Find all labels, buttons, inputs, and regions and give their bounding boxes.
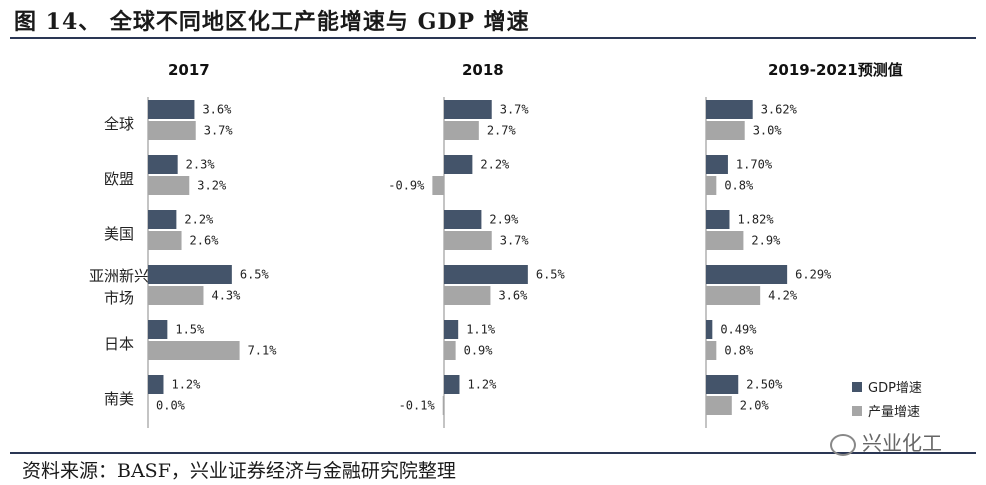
data-label: 2.2% [480, 158, 510, 172]
category-label: 欧盟 [104, 170, 134, 188]
data-label: 7.1% [248, 344, 278, 358]
data-label: 4.3% [211, 289, 241, 303]
data-label: 1.5% [175, 323, 205, 337]
data-label: 3.2% [197, 179, 227, 193]
data-label: 0.49% [720, 323, 757, 337]
panel-title: 2018 [462, 61, 504, 79]
bar-gdp [148, 320, 168, 339]
data-label: -0.9% [388, 179, 425, 193]
bar-gdp [706, 155, 728, 174]
bar-prod [444, 121, 479, 140]
source-note: 资料来源：BASF，兴业证券经济与金融研究院整理 [22, 460, 456, 482]
bar-prod [706, 341, 717, 360]
category-label: 南美 [104, 390, 134, 408]
legend-label: GDP增速 [868, 381, 922, 396]
data-label: 3.7% [500, 234, 530, 248]
data-label: 0.8% [724, 344, 754, 358]
legend-label: 产量增速 [868, 405, 920, 420]
bar-prod [148, 341, 240, 360]
bar-prod [432, 176, 444, 195]
data-label: -0.1% [399, 399, 436, 413]
data-label: 6.29% [795, 268, 832, 282]
bar-gdp [706, 210, 730, 229]
data-label: 1.1% [466, 323, 496, 337]
bar-prod [444, 286, 491, 305]
bar-prod [706, 396, 732, 415]
bar-gdp [148, 265, 232, 284]
bar-prod [442, 396, 444, 415]
wechat-icon [830, 433, 856, 456]
bar-prod [706, 176, 717, 195]
category-label: 市场 [104, 289, 134, 307]
bar-prod [706, 231, 744, 250]
data-label: 2.50% [746, 378, 783, 392]
data-label: 3.0% [753, 124, 783, 138]
data-label: 0.9% [464, 344, 494, 358]
data-label: 0.0% [156, 399, 186, 413]
data-label: 1.2% [467, 378, 497, 392]
bar-gdp [444, 375, 460, 394]
panel-title: 2019-2021预测值 [768, 61, 903, 79]
bar-gdp [444, 320, 459, 339]
legend-swatch [852, 406, 862, 416]
data-label: 2.0% [740, 399, 770, 413]
data-label: 2.6% [190, 234, 220, 248]
data-label: 1.82% [737, 213, 774, 227]
figure-title: 图 14、 全球不同地区化工产能增速与 GDP 增速 [14, 9, 530, 35]
bar-gdp [444, 155, 473, 174]
bar-prod [706, 121, 745, 140]
top-rule [10, 37, 976, 39]
data-label: 2.9% [489, 213, 519, 227]
bar-gdp [444, 100, 492, 119]
data-label: 3.62% [761, 103, 798, 117]
bar-prod [444, 341, 456, 360]
bar-gdp [706, 320, 713, 339]
bar-prod [444, 231, 492, 250]
bar-gdp [148, 100, 195, 119]
bar-gdp [444, 265, 528, 284]
bar-gdp [706, 100, 753, 119]
data-label: 1.2% [171, 378, 201, 392]
bar-prod [148, 121, 196, 140]
bar-gdp [148, 155, 178, 174]
category-label: 全球 [104, 115, 134, 133]
bar-prod [148, 176, 190, 195]
bottom-rule [10, 452, 976, 454]
data-label: 4.2% [768, 289, 798, 303]
data-label: 3.6% [498, 289, 528, 303]
bar-prod [706, 286, 761, 305]
bar-gdp [706, 375, 739, 394]
data-label: 3.7% [204, 124, 234, 138]
watermark-text: 兴业化工 [862, 431, 942, 455]
panel-title: 2017 [168, 61, 210, 79]
data-label: 3.6% [202, 103, 232, 117]
data-label: 1.70% [736, 158, 773, 172]
category-label: 日本 [104, 335, 134, 353]
data-label: 6.5% [536, 268, 566, 282]
watermark: 兴业化工 [830, 427, 942, 456]
bar-prod [148, 286, 204, 305]
category-label: 美国 [104, 225, 134, 243]
bar-gdp [148, 210, 177, 229]
bar-gdp [148, 375, 164, 394]
bar-prod [148, 231, 182, 250]
data-label: 2.7% [487, 124, 517, 138]
bar-gdp [444, 210, 482, 229]
data-label: 6.5% [240, 268, 270, 282]
category-label: 亚洲新兴 [89, 267, 149, 285]
data-label: 2.3% [186, 158, 216, 172]
bar-gdp [706, 265, 788, 284]
data-label: 3.7% [500, 103, 530, 117]
legend-swatch [852, 382, 862, 392]
data-label: 2.2% [184, 213, 214, 227]
data-label: 0.8% [724, 179, 754, 193]
data-label: 2.9% [751, 234, 781, 248]
